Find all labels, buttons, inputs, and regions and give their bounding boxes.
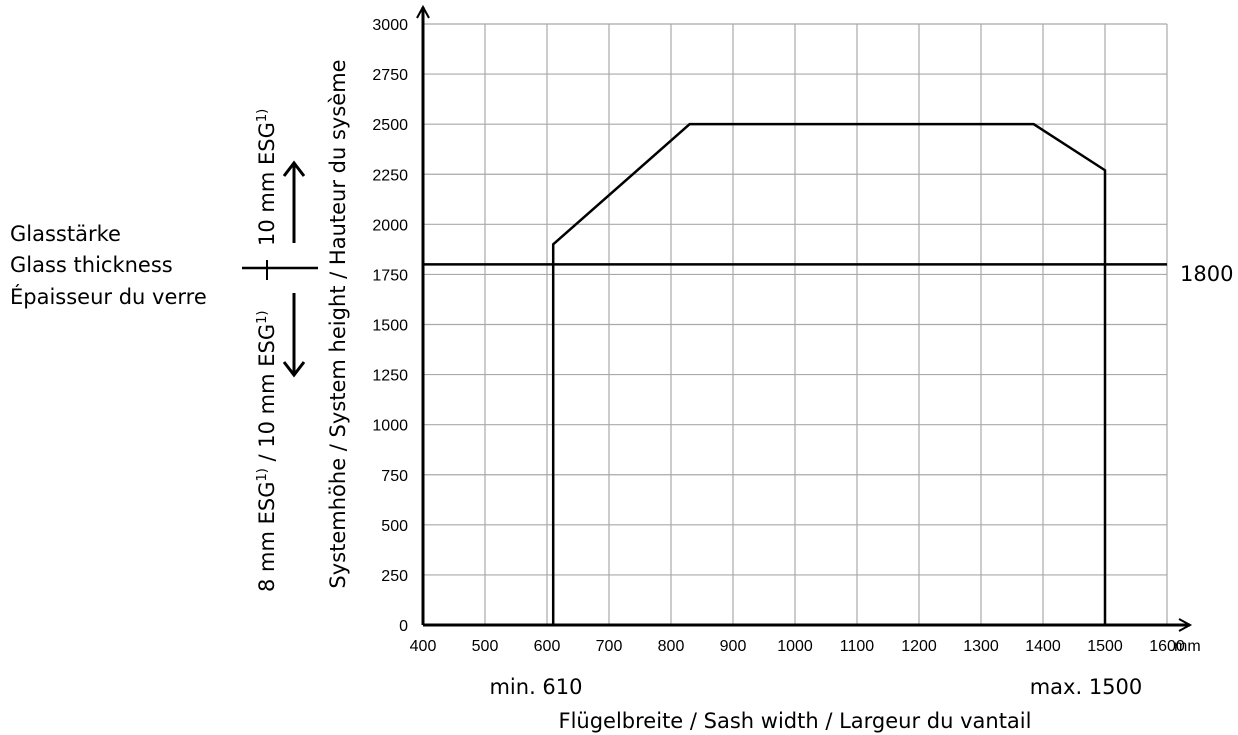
x-tick-label: 600 (534, 638, 561, 655)
x-axis-title: Flügelbreite / Sash width / Largeur du v… (559, 709, 1032, 733)
y-tick-labels: 0 250 500 750 1000 1250 1500 1750 2000 2250 2500 27… (372, 17, 408, 635)
y-tick-label: 750 (381, 468, 408, 485)
y-axis-arrow (416, 4, 430, 19)
glass-thickness-legend: Glasstärke Glass thickness Épaisseur du … (10, 109, 318, 592)
x-axis-arrow (1178, 618, 1193, 632)
axes (416, 4, 1193, 632)
x-unit-label: mm (1174, 638, 1201, 655)
x-tick-label: 1100 (840, 638, 875, 655)
x-tick-label: 1500 (1087, 638, 1123, 655)
min-width-annotation: min. 610 (489, 675, 582, 699)
x-tick-label: 900 (720, 638, 747, 655)
series-line (551, 122, 1107, 625)
grid (423, 23, 1168, 625)
y-tick-label: 3000 (372, 17, 408, 34)
y-tick-label: 2750 (372, 67, 408, 84)
max-width-annotation: max. 1500 (1030, 675, 1143, 699)
arrow-up-icon (282, 160, 306, 243)
x-tick-label: 800 (658, 638, 685, 655)
y-axis-title: Systemhöhe / System height / Hauteur du … (326, 59, 350, 588)
y-tick-label: 2500 (372, 117, 408, 134)
glass-title-fr: Épaisseur du verre (10, 284, 207, 309)
y-tick-label: 1500 (372, 318, 408, 335)
x-tick-label: 1000 (777, 638, 813, 655)
x-tick-label: 1300 (963, 638, 999, 655)
glass-title-de: Glasstärke (10, 222, 121, 246)
y-tick-label: 500 (381, 518, 408, 535)
reference-line-label: 1800 (1180, 262, 1233, 286)
y-tick-label: 2000 (372, 217, 408, 234)
y-tick-label: 1250 (372, 368, 408, 385)
y-tick-label: 1000 (372, 418, 408, 435)
plot-area (423, 122, 1167, 625)
y-tick-label: 0 (399, 618, 408, 635)
x-tick-label: 500 (472, 638, 499, 655)
glass-below-label: 8 mm ESG1) / 10 mm ESG1) (255, 311, 279, 592)
x-tick-labels: 400 500 600 700 800 900 1000 1100 1200 1300 1400 15… (410, 638, 1185, 655)
x-tick-label: 1200 (901, 638, 937, 655)
y-tick-label: 2250 (372, 167, 408, 184)
x-tick-label: 700 (596, 638, 623, 655)
x-tick-label: 400 (410, 638, 437, 655)
x-tick-label: 1600 (1149, 638, 1185, 655)
arrow-down-icon (282, 293, 306, 378)
y-tick-label: 1750 (372, 267, 408, 284)
glass-title-en: Glass thickness (10, 253, 173, 277)
glass-above-label: 10 mm ESG1) (255, 109, 279, 246)
y-tick-label: 250 (381, 568, 408, 585)
x-tick-label: 1400 (1025, 638, 1061, 655)
